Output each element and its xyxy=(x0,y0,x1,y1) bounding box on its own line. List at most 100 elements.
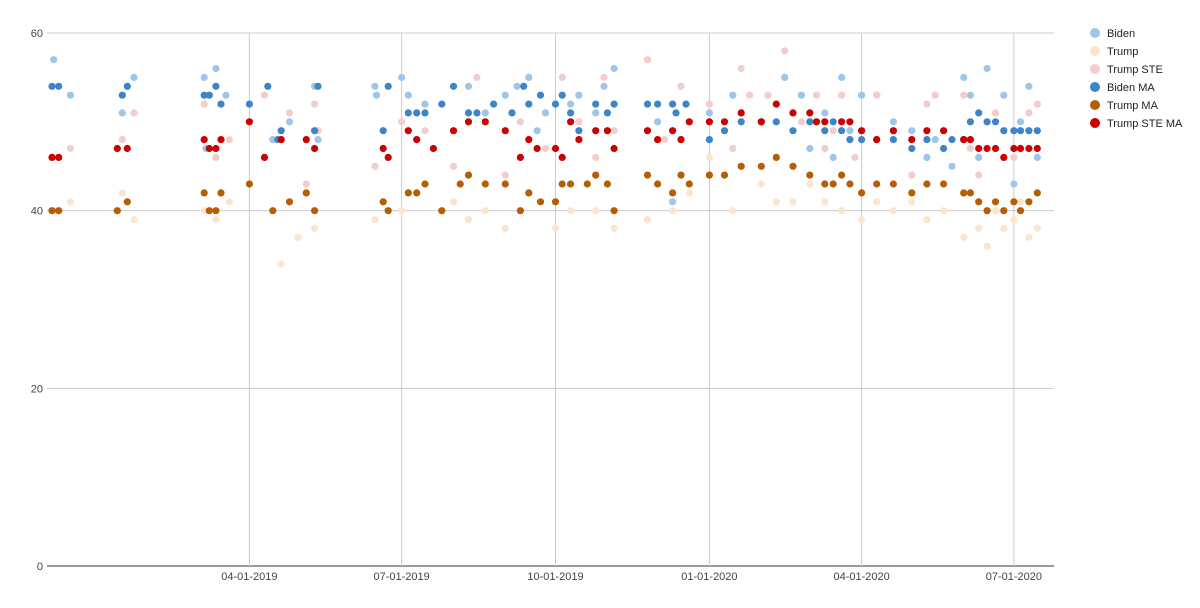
data-point[interactable] xyxy=(379,127,387,135)
data-point[interactable] xyxy=(311,144,319,153)
data-point[interactable] xyxy=(200,207,208,215)
data-point[interactable] xyxy=(525,189,533,197)
data-point[interactable] xyxy=(923,136,931,144)
data-point[interactable] xyxy=(200,100,208,108)
data-point[interactable] xyxy=(429,144,437,153)
data-point[interactable] xyxy=(705,136,714,144)
data-point[interactable] xyxy=(551,224,560,232)
data-point[interactable] xyxy=(1016,207,1025,215)
data-point[interactable] xyxy=(1025,198,1033,206)
data-point[interactable] xyxy=(464,82,473,90)
data-point[interactable] xyxy=(558,180,566,188)
data-point[interactable] xyxy=(217,100,225,108)
data-point[interactable] xyxy=(975,144,983,153)
data-point[interactable] xyxy=(789,198,797,206)
data-point[interactable] xyxy=(558,91,566,99)
data-point[interactable] xyxy=(757,180,765,188)
data-point[interactable] xyxy=(858,91,866,99)
data-point[interactable] xyxy=(501,91,509,99)
data-point[interactable] xyxy=(225,136,233,144)
legend-item[interactable]: Trump MA xyxy=(1090,100,1159,112)
data-point[interactable] xyxy=(923,127,931,135)
data-point[interactable] xyxy=(311,100,319,108)
data-point[interactable] xyxy=(610,144,618,153)
data-point[interactable] xyxy=(421,127,429,135)
legend-item[interactable]: Biden xyxy=(1090,28,1135,40)
data-point[interactable] xyxy=(1016,118,1025,126)
data-point[interactable] xyxy=(1010,180,1018,188)
data-point[interactable] xyxy=(118,91,126,99)
data-point[interactable] xyxy=(838,118,846,126)
data-point[interactable] xyxy=(1016,144,1025,153)
data-point[interactable] xyxy=(812,118,821,126)
data-point[interactable] xyxy=(592,171,600,179)
data-point[interactable] xyxy=(821,180,829,188)
data-point[interactable] xyxy=(603,109,612,117)
data-point[interactable] xyxy=(473,73,481,81)
data-point[interactable] xyxy=(1010,216,1018,224)
data-point[interactable] xyxy=(513,82,521,90)
data-point[interactable] xyxy=(200,91,208,99)
data-point[interactable] xyxy=(48,153,56,161)
data-point[interactable] xyxy=(600,73,608,81)
data-point[interactable] xyxy=(975,198,983,206)
data-point[interactable] xyxy=(473,109,481,117)
data-point[interactable] xyxy=(212,64,220,73)
data-point[interactable] xyxy=(737,64,745,73)
data-point[interactable] xyxy=(720,118,729,126)
data-point[interactable] xyxy=(908,198,916,206)
data-point[interactable] xyxy=(501,180,509,188)
data-point[interactable] xyxy=(372,91,381,99)
data-point[interactable] xyxy=(536,198,545,206)
data-point[interactable] xyxy=(797,118,806,126)
data-point[interactable] xyxy=(873,180,881,188)
data-point[interactable] xyxy=(269,136,277,144)
data-point[interactable] xyxy=(960,91,968,99)
data-point[interactable] xyxy=(225,198,233,206)
data-point[interactable] xyxy=(501,171,509,179)
data-point[interactable] xyxy=(991,207,1000,215)
data-point[interactable] xyxy=(983,207,991,215)
data-point[interactable] xyxy=(1010,153,1018,161)
data-point[interactable] xyxy=(789,162,797,170)
data-point[interactable] xyxy=(464,109,473,117)
data-point[interactable] xyxy=(48,82,56,90)
data-point[interactable] xyxy=(516,207,525,215)
data-point[interactable] xyxy=(889,180,898,188)
data-point[interactable] xyxy=(669,127,677,135)
data-point[interactable] xyxy=(685,189,693,197)
data-point[interactable] xyxy=(551,198,560,206)
data-point[interactable] xyxy=(384,82,392,90)
data-point[interactable] xyxy=(1000,91,1008,99)
data-point[interactable] xyxy=(821,118,829,126)
data-point[interactable] xyxy=(829,153,837,161)
data-point[interactable] xyxy=(200,189,208,197)
data-point[interactable] xyxy=(960,233,968,241)
data-point[interactable] xyxy=(873,136,881,144)
data-point[interactable] xyxy=(269,207,277,215)
data-point[interactable] xyxy=(379,144,387,153)
data-point[interactable] xyxy=(508,109,516,117)
data-point[interactable] xyxy=(212,144,220,153)
data-point[interactable] xyxy=(829,118,837,126)
data-point[interactable] xyxy=(940,180,948,188)
data-point[interactable] xyxy=(806,180,814,188)
data-point[interactable] xyxy=(772,100,780,108)
data-point[interactable] xyxy=(682,100,690,108)
data-point[interactable] xyxy=(654,118,662,126)
data-point[interactable] xyxy=(729,144,737,153)
data-point[interactable] xyxy=(858,189,866,197)
data-point[interactable] xyxy=(846,118,854,126)
data-point[interactable] xyxy=(960,189,968,197)
data-point[interactable] xyxy=(66,91,74,99)
data-point[interactable] xyxy=(421,180,429,188)
data-point[interactable] xyxy=(991,198,1000,206)
data-point[interactable] xyxy=(1010,127,1018,135)
data-point[interactable] xyxy=(858,216,866,224)
data-point[interactable] xyxy=(873,198,881,206)
data-point[interactable] xyxy=(277,127,285,135)
data-point[interactable] xyxy=(123,198,131,206)
data-point[interactable] xyxy=(806,144,814,153)
data-point[interactable] xyxy=(592,109,600,117)
data-point[interactable] xyxy=(764,91,772,99)
